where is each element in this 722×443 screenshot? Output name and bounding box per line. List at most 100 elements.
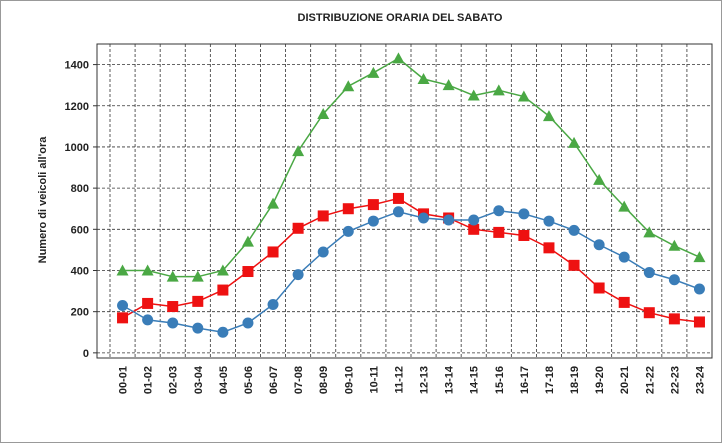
- point: [643, 307, 655, 319]
- chart-title: DISTRIBUZIONE ORARIA DEL SABATO: [298, 12, 503, 24]
- point: [242, 266, 254, 278]
- point: [468, 223, 480, 235]
- point: [693, 251, 706, 263]
- point: [392, 52, 405, 64]
- point: [117, 299, 129, 311]
- point: [593, 239, 605, 251]
- x-tick-label: 04-05: [218, 366, 230, 394]
- plot-border: [96, 43, 713, 359]
- point: [543, 215, 555, 227]
- point: [417, 73, 430, 85]
- x-tick-label: 03-04: [193, 365, 205, 394]
- x-tick-label: 19-20: [594, 366, 606, 394]
- point: [693, 283, 705, 295]
- x-tick-label: 15-16: [494, 366, 506, 394]
- x-tick-label: 12-13: [419, 366, 431, 394]
- x-tick-label: 14-15: [469, 366, 481, 394]
- point: [367, 215, 379, 227]
- point: [367, 66, 380, 78]
- point: [292, 145, 305, 157]
- point: [468, 214, 480, 226]
- point: [643, 226, 656, 238]
- x-tick-label: 07-08: [293, 366, 305, 394]
- point: [542, 110, 555, 122]
- point: [518, 208, 530, 220]
- point: [392, 206, 404, 218]
- x-tick-label: 18-19: [569, 366, 581, 394]
- point: [492, 84, 505, 96]
- point: [442, 79, 455, 91]
- point: [191, 270, 204, 282]
- x-tick-label: 10-11: [368, 366, 380, 394]
- x-tick-label: 08-09: [318, 366, 330, 394]
- point: [443, 214, 455, 226]
- point: [418, 212, 430, 224]
- y-tick-label: 1000: [65, 142, 89, 154]
- point: [241, 235, 254, 247]
- point: [593, 282, 605, 294]
- point: [292, 222, 304, 234]
- y-tick-label: 400: [71, 265, 89, 277]
- point: [367, 199, 379, 211]
- x-tick-label: 21-22: [644, 366, 656, 394]
- point: [392, 192, 404, 204]
- point: [593, 173, 606, 185]
- y-axis-label: Numero di veicoli all'ora: [37, 136, 49, 264]
- point: [267, 246, 279, 258]
- x-tick-label: 05-06: [243, 366, 255, 394]
- point: [618, 200, 631, 212]
- y-tick-label: 1200: [65, 101, 89, 113]
- y-tick-label: 600: [71, 224, 89, 236]
- point: [668, 274, 680, 286]
- x-tick-label: 22-23: [669, 366, 681, 394]
- point: [618, 296, 630, 308]
- point: [693, 316, 705, 328]
- point: [166, 270, 179, 282]
- point: [517, 90, 530, 102]
- x-tick-label: 09-10: [343, 366, 355, 394]
- x-tick-label: 20-21: [619, 366, 631, 394]
- point: [192, 295, 204, 307]
- point: [192, 322, 204, 334]
- point: [167, 301, 179, 313]
- x-tick-label: 06-07: [268, 366, 280, 394]
- point: [342, 225, 354, 237]
- point: [467, 89, 480, 101]
- point: [117, 312, 129, 324]
- point: [141, 264, 154, 276]
- x-tick-label: 13-14: [444, 365, 456, 394]
- point: [518, 229, 530, 241]
- point: [543, 242, 555, 254]
- point: [618, 251, 630, 263]
- point: [242, 317, 254, 329]
- point: [267, 197, 280, 209]
- x-tick-label: 02-03: [168, 366, 180, 394]
- point: [167, 317, 179, 329]
- x-tick-label: 17-18: [544, 366, 556, 394]
- point: [493, 205, 505, 217]
- point: [342, 203, 354, 215]
- point: [267, 298, 279, 310]
- x-tick-label: 11-12: [393, 366, 405, 394]
- point: [342, 80, 355, 92]
- point: [142, 297, 154, 309]
- point: [568, 259, 580, 271]
- x-tick-label: 23-24: [694, 365, 706, 394]
- point: [317, 108, 330, 120]
- point: [668, 313, 680, 325]
- y-tick-label: 200: [71, 307, 89, 319]
- point: [292, 269, 304, 281]
- y-tick-label: 0: [83, 348, 89, 360]
- point: [568, 136, 581, 148]
- point: [217, 326, 229, 338]
- point: [216, 264, 229, 276]
- point: [116, 264, 129, 276]
- point: [493, 226, 505, 238]
- point: [317, 246, 329, 258]
- point: [142, 314, 154, 326]
- y-tick-label: 800: [71, 183, 89, 195]
- point: [668, 239, 681, 251]
- point: [317, 210, 329, 222]
- y-tick-label: 1400: [65, 60, 89, 72]
